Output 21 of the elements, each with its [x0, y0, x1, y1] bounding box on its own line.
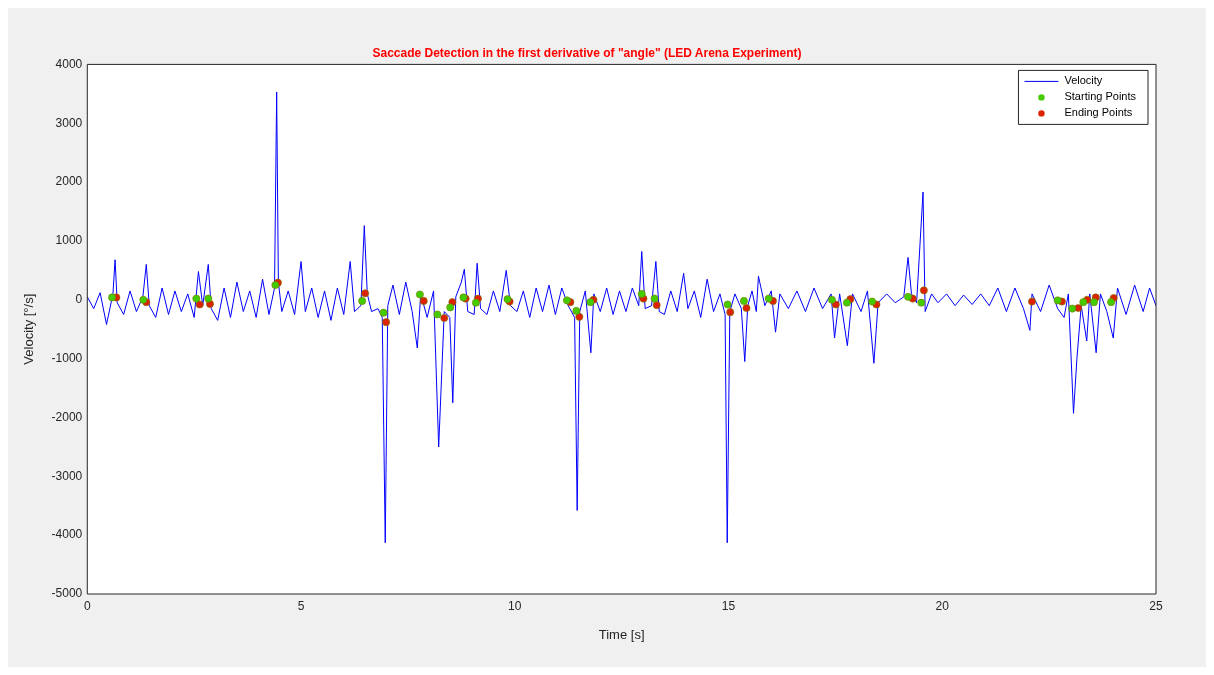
x-tick-label: 20 — [935, 598, 950, 613]
x-tick-label: 5 — [297, 598, 305, 613]
y-tick-label: 3000 — [55, 115, 83, 130]
y-tick-label: -5000 — [51, 586, 83, 601]
x-axis-title: Time [s] — [598, 626, 645, 642]
y-tick-label: 1000 — [55, 233, 83, 248]
legend-label: Starting Points — [1064, 90, 1137, 103]
y-tick-label: 4000 — [55, 56, 83, 71]
y-tick-label: -1000 — [51, 350, 83, 365]
x-tick-label: 15 — [721, 598, 736, 613]
y-tick-label: -2000 — [51, 409, 83, 424]
y-tick-label: -3000 — [51, 468, 83, 483]
x-tick-label: 25 — [1149, 598, 1163, 613]
y-tick-label: 0 — [75, 292, 83, 307]
y-tick-label: -4000 — [51, 527, 83, 542]
legend-label: Ending Points — [1064, 106, 1133, 119]
y-tick-label: 2000 — [55, 174, 83, 189]
y-axis-title: Velocity [°/s] — [21, 293, 37, 365]
legend-label: Velocity — [1064, 74, 1103, 87]
chart-title: Saccade Detection in the first derivative of "angle" (LED Arena Experiment) — [372, 45, 802, 60]
x-tick-label: 10 — [508, 598, 522, 613]
